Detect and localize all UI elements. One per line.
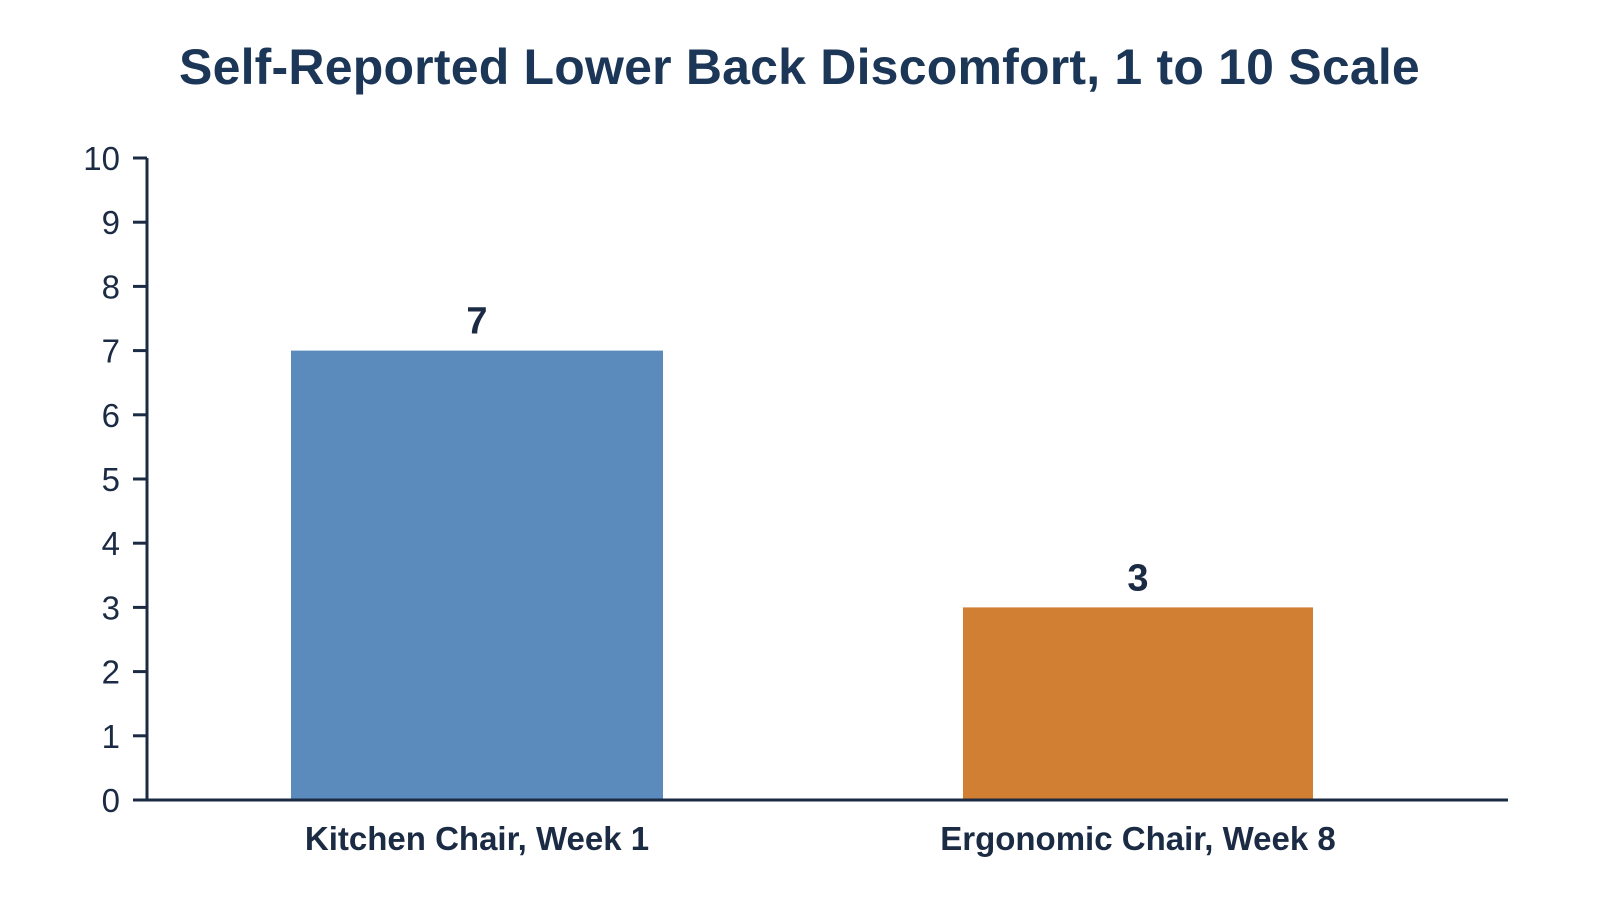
bar [291,350,663,800]
y-tick-label: 7 [102,333,120,370]
bars: 7 Kitchen Chair, Week 1 3 Ergonomic Chair, … [291,301,1336,857]
y-tick-label: 10 [83,140,120,177]
bar-value-label: 3 [1127,557,1148,599]
y-tick-label: 5 [102,461,120,498]
y-tick-label: 9 [102,204,120,241]
chart-title: Self-Reported Lower Back Discomfort, 1 t… [179,39,1420,95]
y-tick-label: 3 [102,589,120,626]
y-tick-label: 6 [102,397,120,434]
bar [963,607,1313,800]
y-tick-label: 0 [102,782,120,819]
y-tick-label: 8 [102,268,120,305]
y-tick-label: 1 [102,718,120,755]
x-category-label: Ergonomic Chair, Week 8 [940,820,1336,857]
y-tick-label: 4 [102,525,120,562]
x-category-label: Kitchen Chair, Week 1 [305,820,649,857]
y-axis-ticks: 0 1 2 3 4 5 6 7 8 9 10 [83,140,147,819]
bar-value-label: 7 [466,301,487,343]
y-tick-label: 2 [102,654,120,691]
